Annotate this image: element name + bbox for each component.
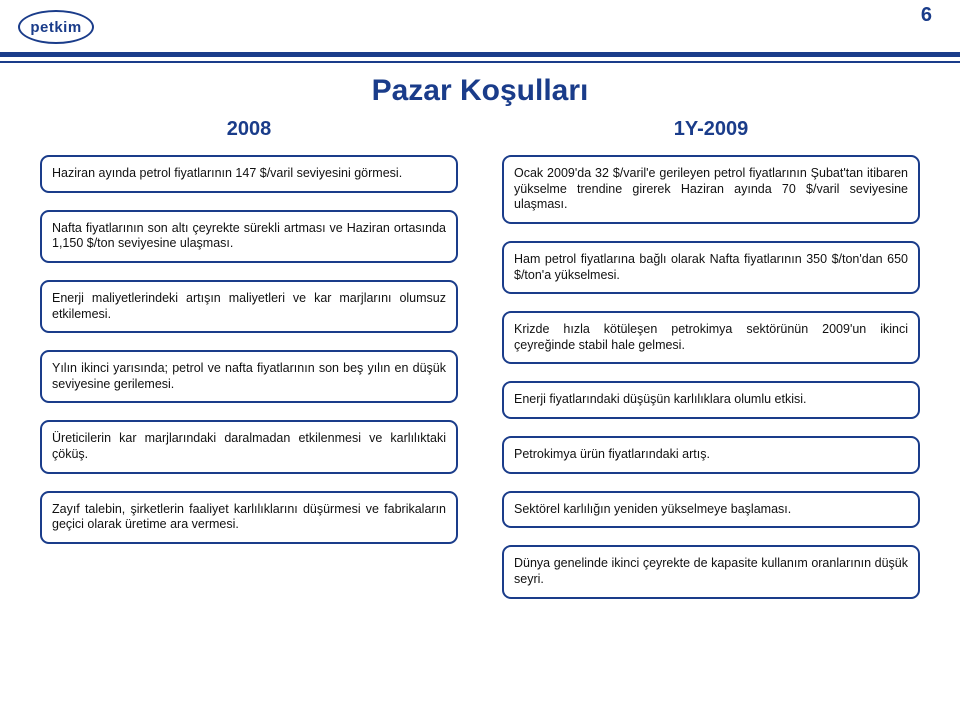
divider-thin — [0, 61, 960, 63]
info-box: Dünya genelinde ikinci çeyrekte de kapas… — [502, 545, 920, 598]
info-box: Sektörel karlılığın yeniden yükselmeye b… — [502, 491, 920, 529]
info-box: Petrokimya ürün fiyatlarındaki artış. — [502, 436, 920, 474]
info-box: Enerji maliyetlerindeki artışın maliyetl… — [40, 280, 458, 333]
logo-text: petkim — [30, 19, 81, 36]
info-box: Krizde hızla kötüleşen petrokimya sektör… — [502, 311, 920, 364]
slide-page: 6 petkim Pazar Koşulları 2008 Haziran ay… — [0, 0, 960, 711]
info-box: Üreticilerin kar marjlarındaki daralmada… — [40, 420, 458, 473]
info-box: Enerji fiyatlarındaki düşüşün karlılıkla… — [502, 381, 920, 419]
column-right-header: 1Y-2009 — [502, 118, 920, 141]
column-right: 1Y-2009 Ocak 2009'da 32 $/varil'e gerile… — [502, 118, 920, 616]
divider-thick — [0, 52, 960, 57]
info-box: Ham petrol fiyatlarına bağlı olarak Naft… — [502, 241, 920, 294]
info-box: Yılın ikinci yarısında; petrol ve nafta … — [40, 350, 458, 403]
logo-oval: petkim — [18, 10, 94, 44]
columns-wrap: 2008 Haziran ayında petrol fiyatlarının … — [36, 118, 924, 616]
info-box: Zayıf talebin, şirketlerin faaliyet karl… — [40, 491, 458, 544]
column-left-header: 2008 — [40, 118, 458, 141]
info-box: Haziran ayında petrol fiyatlarının 147 $… — [40, 155, 458, 193]
info-box: Nafta fiyatlarının son altı çeyrekte sür… — [40, 210, 458, 263]
logo: petkim — [18, 10, 94, 46]
page-number: 6 — [921, 4, 932, 27]
info-box: Ocak 2009'da 32 $/varil'e gerileyen petr… — [502, 155, 920, 224]
column-left: 2008 Haziran ayında petrol fiyatlarının … — [40, 118, 458, 616]
page-title: Pazar Koşulları — [36, 74, 924, 108]
